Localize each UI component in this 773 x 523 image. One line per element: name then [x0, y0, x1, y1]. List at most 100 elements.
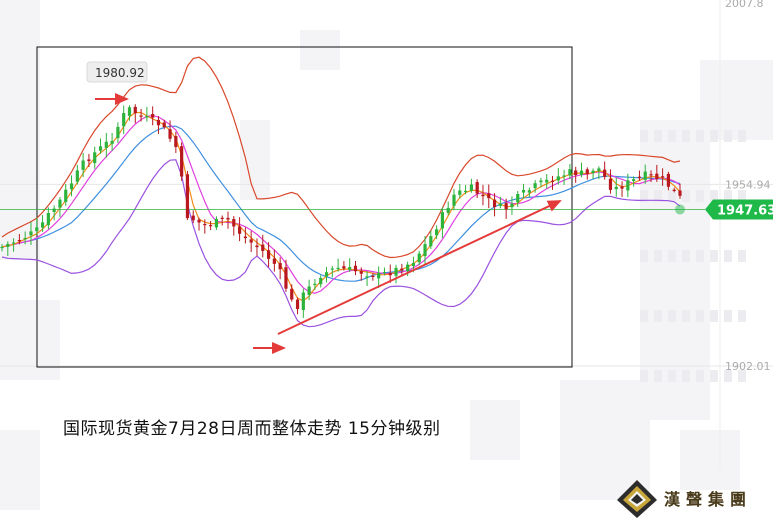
- candle-body: [191, 215, 195, 221]
- candle-body: [69, 183, 74, 190]
- candle-body: [365, 276, 369, 278]
- bg-block: [682, 370, 690, 382]
- candle-body: [93, 152, 97, 164]
- current-price-label: 1947.63: [717, 203, 773, 218]
- price-axis-label: 1902.01: [725, 360, 771, 373]
- bg-block: [724, 130, 732, 142]
- bg-block: [640, 190, 648, 202]
- ma-orange-line: [1, 111, 681, 302]
- candle-body: [127, 107, 132, 116]
- candle-body: [197, 219, 201, 223]
- candle-body: [574, 170, 578, 176]
- candle-body: [278, 263, 282, 270]
- candle-body: [11, 242, 16, 244]
- candle-body: [359, 271, 363, 274]
- bg-block: [654, 370, 662, 382]
- candle-body: [139, 115, 143, 117]
- candle-body: [492, 199, 497, 208]
- bg-block: [680, 430, 740, 490]
- candle-body: [133, 106, 137, 114]
- candle-body: [168, 129, 172, 139]
- candle-body: [232, 219, 236, 227]
- candle-body: [382, 272, 387, 274]
- bg-block: [724, 250, 732, 262]
- candle-body: [17, 239, 21, 242]
- candle-body: [388, 272, 392, 276]
- bg-block: [640, 130, 648, 142]
- candle-body: [539, 180, 543, 183]
- bg-block: [240, 120, 270, 200]
- candle-body: [330, 268, 334, 270]
- bg-block: [640, 370, 648, 382]
- candle-body: [614, 186, 618, 190]
- candle-body: [266, 250, 271, 259]
- candle-body: [452, 194, 456, 206]
- bg-block: [560, 380, 650, 500]
- bg-block: [724, 370, 732, 382]
- brand-name: 漢聲集團: [664, 490, 753, 509]
- candle-body: [243, 236, 247, 239]
- bg-block: [654, 190, 662, 202]
- candle-body: [98, 146, 103, 151]
- candle-body: [411, 262, 416, 267]
- candle-body: [579, 170, 584, 175]
- candle-body: [220, 217, 224, 219]
- bg-block: [710, 310, 718, 322]
- candle-body: [180, 146, 184, 177]
- bg-block: [668, 250, 676, 262]
- candle-body: [151, 114, 155, 118]
- candle-body: [533, 183, 537, 189]
- candle-body: [521, 189, 526, 193]
- candle-body: [162, 122, 166, 128]
- candle-body: [620, 186, 624, 189]
- candle-body: [487, 193, 491, 199]
- bg-block: [710, 250, 718, 262]
- candle-body: [237, 226, 242, 234]
- bg-block: [640, 310, 648, 322]
- bg-block: [710, 130, 718, 142]
- bg-block: [654, 310, 662, 322]
- candle-body: [52, 208, 56, 212]
- candle-body: [597, 168, 601, 171]
- candle-body: [423, 244, 427, 257]
- candle-body: [209, 225, 213, 227]
- candle-body: [255, 245, 259, 248]
- candle-body: [174, 136, 178, 148]
- candle-body: [226, 217, 230, 220]
- candle-body: [104, 141, 108, 148]
- candle-body: [40, 222, 45, 228]
- candle-body: [435, 229, 439, 236]
- candle-body: [81, 160, 85, 170]
- bollinger-upper-line: [1, 56, 681, 259]
- candle-body: [301, 292, 305, 311]
- current-price-dot: [675, 204, 685, 215]
- candle-body: [272, 258, 276, 264]
- bg-block: [300, 30, 340, 70]
- candle-body: [545, 179, 549, 183]
- candle-body: [429, 236, 433, 247]
- candle-body: [319, 277, 323, 285]
- candle-body: [295, 299, 300, 310]
- bg-block: [738, 250, 746, 262]
- bg-block: [668, 310, 676, 322]
- candle-body: [666, 173, 671, 187]
- candle-body: [23, 237, 27, 240]
- bg-block: [700, 60, 773, 140]
- candle-body: [75, 170, 79, 182]
- high-marker-label: 1980.92: [95, 66, 145, 80]
- candle-body: [637, 176, 642, 178]
- candle-body: [469, 184, 473, 191]
- candle-body: [463, 190, 468, 193]
- price-axis-label: 1954.94: [725, 178, 771, 191]
- candle-body: [377, 273, 381, 279]
- candle-body: [185, 174, 190, 219]
- bg-block: [738, 310, 746, 322]
- candle-body: [46, 212, 50, 226]
- high-marker-badge: [86, 61, 148, 83]
- bg-block: [0, 300, 60, 380]
- candle-body: [342, 266, 346, 269]
- bg-block: [668, 190, 676, 202]
- brand-logo: 漢聲集團: [612, 478, 773, 519]
- bg-block: [682, 130, 690, 142]
- candle-body: [6, 243, 10, 247]
